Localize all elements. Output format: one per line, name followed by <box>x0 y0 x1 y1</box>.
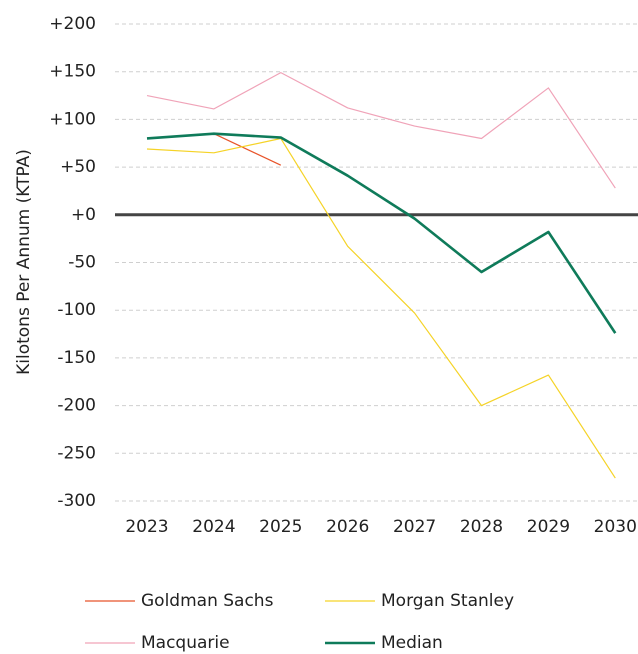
series-line <box>146 132 617 334</box>
y-tick-label: +0 <box>71 205 96 225</box>
x-tick-label: 2029 <box>527 517 570 537</box>
y-tick-label: -50 <box>68 253 96 273</box>
series-line <box>213 133 282 166</box>
x-tick-label: 2026 <box>326 517 369 537</box>
x-tick-label: 2023 <box>125 517 168 537</box>
x-tick-label: 2030 <box>594 517 637 537</box>
y-tick-label: +150 <box>49 62 96 82</box>
legend-label: Goldman Sachs <box>141 591 274 611</box>
y-tick-label: +200 <box>49 14 96 34</box>
y-tick-label: -300 <box>57 491 96 511</box>
y-tick-label: -200 <box>57 396 96 416</box>
x-tick-label: 2025 <box>259 517 302 537</box>
y-tick-label: +50 <box>60 157 96 177</box>
series-line <box>146 137 616 479</box>
x-tick-label: 2024 <box>192 517 235 537</box>
legend-label: Macquarie <box>141 633 230 653</box>
y-tick-label: -100 <box>57 300 96 320</box>
y-tick-label: -150 <box>57 348 96 368</box>
x-tick-label: 2028 <box>460 517 503 537</box>
legend-label: Morgan Stanley <box>381 591 514 611</box>
series-line <box>146 72 616 189</box>
y-tick-label: -250 <box>57 443 96 463</box>
y-tick-label: +100 <box>49 109 96 129</box>
y-axis-label: Kilotons Per Annum (KTPA) <box>14 149 34 375</box>
legend-label: Median <box>381 633 443 653</box>
x-tick-label: 2027 <box>393 517 436 537</box>
